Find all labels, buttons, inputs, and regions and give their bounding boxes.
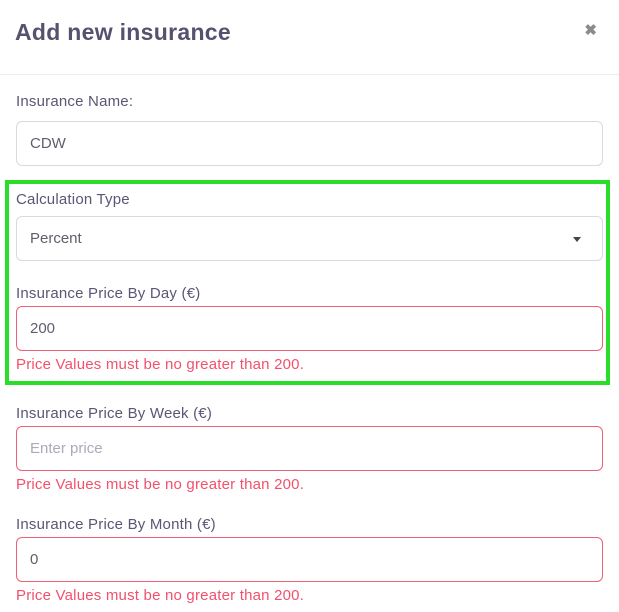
price-day-error: Price Values must be no greater than 200… (16, 356, 305, 373)
field-price-month: Insurance Price By Month (€) Price Value… (16, 516, 603, 604)
price-week-error: Price Values must be no greater than 200… (16, 476, 305, 493)
price-month-label: Insurance Price By Month (€) (16, 516, 216, 533)
calculation-type-label: Calculation Type (16, 191, 130, 208)
price-month-input[interactable] (16, 537, 603, 582)
insurance-name-input[interactable] (16, 121, 603, 166)
field-price-day: Insurance Price By Day (€) Price Values … (16, 285, 603, 373)
calculation-type-select[interactable]: Percent (16, 216, 603, 261)
field-calculation-type: Calculation Type Percent (16, 191, 603, 261)
modal-header: Add new insurance ✖ (0, 0, 619, 75)
page-title: Add new insurance (15, 19, 231, 45)
calculation-type-selected-value: Percent (30, 230, 82, 247)
insurance-name-label: Insurance Name: (16, 93, 134, 110)
modal-body: Insurance Name: Calculation Type Percent… (0, 93, 619, 604)
field-price-week: Insurance Price By Week (€) Price Values… (16, 405, 603, 493)
annotation-highlight-box: Calculation Type Percent Insurance Price… (5, 180, 610, 385)
price-week-input[interactable] (16, 426, 603, 471)
close-icon[interactable]: ✖ (584, 22, 597, 39)
chevron-down-icon (573, 236, 581, 242)
price-month-error: Price Values must be no greater than 200… (16, 587, 305, 604)
field-insurance-name: Insurance Name: (16, 93, 603, 166)
price-week-label: Insurance Price By Week (€) (16, 405, 213, 422)
price-day-label: Insurance Price By Day (€) (16, 285, 201, 302)
price-day-input[interactable] (16, 306, 603, 351)
